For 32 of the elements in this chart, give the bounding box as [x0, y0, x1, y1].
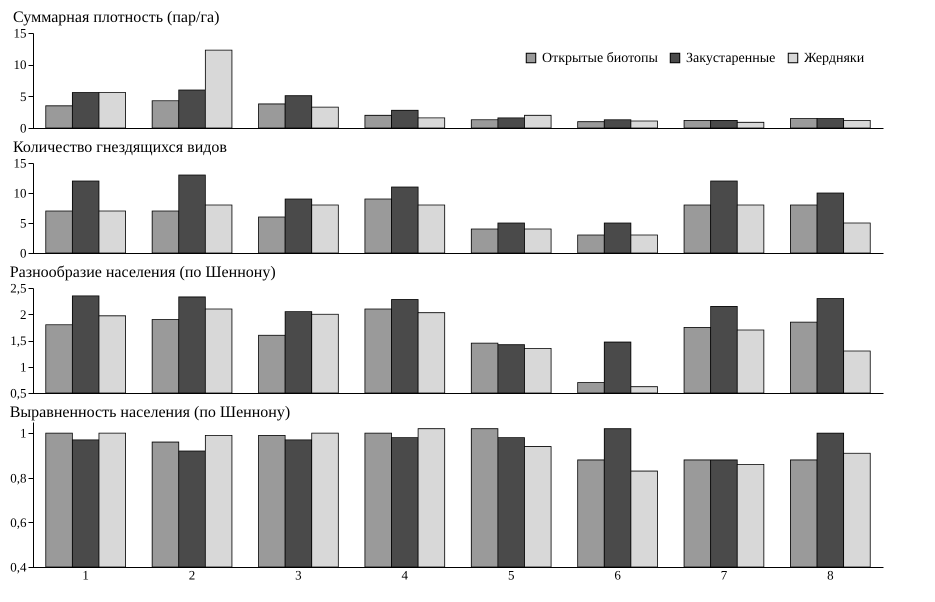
- x-tick-label: 2: [188, 568, 196, 582]
- x-tick-label: 4: [402, 568, 409, 582]
- legend-label: Открытые биотопы: [542, 51, 659, 66]
- y-tick-label: 0,8: [10, 470, 26, 486]
- x-tick-label: 3: [295, 568, 302, 582]
- legend-label: Закустаренные: [686, 51, 776, 66]
- y-tick-label: 1: [20, 426, 26, 441]
- y-tick-label: 10: [14, 57, 26, 72]
- chart-title: Выравненность населения (по Шеннону): [10, 404, 290, 421]
- y-tick-label: 10: [14, 186, 26, 200]
- x-tick-label: 7: [720, 568, 728, 582]
- y-tick-label: 0,4: [10, 560, 27, 574]
- y-tick-label: 1,5: [10, 333, 26, 348]
- chart-title: Суммарная плотность (пар/га): [13, 9, 220, 26]
- x-tick-label: 6: [614, 568, 622, 582]
- chart-title: Количество гнездящихся видов: [13, 139, 228, 156]
- x-tick-label: 1: [82, 568, 89, 582]
- y-tick-label: 15: [14, 26, 26, 40]
- y-tick-label: 15: [14, 156, 26, 170]
- y-tick-label: 5: [20, 216, 26, 230]
- chart-title: Разнообразие населения (по Шеннону): [10, 264, 276, 281]
- y-tick-label: 2,5: [10, 280, 26, 296]
- y-tick-label: 0: [20, 246, 26, 260]
- y-tick-label: 0: [20, 120, 26, 136]
- y-tick-label: 2: [20, 306, 26, 322]
- legend-label: Жердняки: [804, 51, 865, 66]
- x-tick-label: 8: [827, 568, 834, 582]
- y-tick-label: 1: [20, 359, 26, 374]
- x-tick-label: 5: [508, 568, 514, 582]
- y-tick-label: 0,5: [10, 386, 26, 400]
- y-tick-label: 5: [20, 88, 26, 104]
- y-tick-label: 0,6: [10, 514, 27, 530]
